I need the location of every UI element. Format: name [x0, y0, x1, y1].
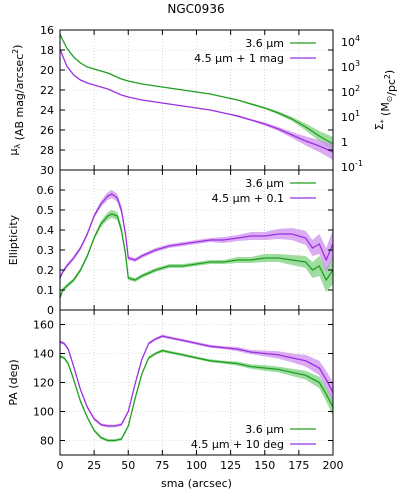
- panel-position-angle: 80 100 120 140 160 0 25 50 75 100 125 150 175 200 PA (…: [7, 309, 344, 490]
- y-tick-label: 26: [40, 124, 54, 137]
- legend: 3.6 μm 4.5 μm + 10 deg: [191, 423, 316, 451]
- y-axis: 80 100 120 140 160: [33, 319, 333, 448]
- legend-label: 3.6 μm: [245, 177, 284, 190]
- y-tick-label: 0.4: [37, 224, 55, 237]
- y-tick-label: 140: [33, 348, 54, 361]
- right-tick-label: 103: [341, 59, 360, 74]
- legend-label: 4.5 μm + 0.1: [212, 192, 284, 205]
- gridlines: [60, 30, 333, 170]
- y-tick-label: 80: [40, 435, 54, 448]
- y-tick-label: 0.6: [37, 184, 55, 197]
- series-line: [59, 349, 334, 442]
- right-tick-label: 10-1: [341, 159, 363, 174]
- series-1: [59, 334, 334, 428]
- chart-title: NGC0936: [167, 2, 224, 16]
- series-line: [59, 193, 334, 279]
- y-axis-label: μλ (AB mag/arcsec2): [7, 45, 26, 156]
- series-line: [59, 33, 334, 145]
- y-tick-label: 20: [40, 64, 54, 77]
- y-tick-label: 0.5: [37, 204, 55, 217]
- x-tick-label: 0: [57, 459, 64, 472]
- x-tick-label: 50: [121, 459, 135, 472]
- series-0: [59, 33, 334, 151]
- series-line: [59, 48, 334, 153]
- y-tick-label: 0.2: [37, 264, 55, 277]
- x-tick-label: 200: [323, 459, 344, 472]
- gridlines: [60, 310, 333, 455]
- series-1: [59, 48, 334, 160]
- y-axis-label: PA (deg): [7, 359, 20, 405]
- series-1: [59, 190, 334, 280]
- x-tick-label: 75: [155, 459, 169, 472]
- y-tick-label: 0.3: [37, 244, 55, 257]
- right-tick-label: 104: [341, 34, 360, 49]
- right-axis-label: Σ* (M⊙/pc2): [373, 70, 398, 130]
- series-band: [60, 49, 333, 160]
- legend-label: 3.6 μm: [245, 37, 284, 50]
- right-tick-label: 102: [341, 84, 360, 99]
- x-tick-label: 125: [220, 459, 241, 472]
- series-line: [59, 335, 334, 427]
- series-0: [59, 349, 334, 442]
- x-axis-label: sma (arcsec): [161, 477, 232, 490]
- panel-ellipticity: 0 0.1 0.2 0.3 0.4 0.5 0.6 Ellipticity 3.6 μm 4.5 …: [7, 169, 334, 317]
- x-axis: [59, 170, 334, 310]
- y-tick-label: 28: [40, 144, 54, 157]
- right-tick-label: 101: [341, 109, 360, 124]
- y-tick-label: 160: [33, 319, 54, 332]
- x-tick-label: 25: [87, 459, 101, 472]
- y-tick-label: 120: [33, 377, 54, 390]
- y-tick-label: 22: [40, 84, 54, 97]
- y-axis: 16 18 20 22 24 26 28 30: [40, 24, 333, 177]
- y-axis: 0 0.1 0.2 0.3 0.4 0.5 0.6: [37, 184, 333, 317]
- right-axis: 104 103 102 101 1 10-1: [341, 34, 363, 174]
- series-0: [59, 210, 334, 300]
- right-tick-label: 1: [341, 136, 348, 149]
- y-tick-label: 16: [40, 24, 54, 37]
- y-tick-label: 0.1: [37, 284, 55, 297]
- legend: 3.6 μm 4.5 μm + 0.1: [212, 177, 316, 205]
- series-line: [59, 213, 334, 299]
- y-tick-label: 18: [40, 44, 54, 57]
- legend: 3.6 μm 4.5 μm + 1 mag: [194, 37, 316, 65]
- series-band: [60, 334, 333, 428]
- legend-label: 3.6 μm: [245, 423, 284, 436]
- x-tick-label: 150: [254, 459, 275, 472]
- y-tick-label: 30: [40, 164, 54, 177]
- y-axis-label: Ellipticity: [7, 214, 20, 265]
- y-tick-label: 100: [33, 406, 54, 419]
- x-tick-label: 100: [186, 459, 207, 472]
- x-axis: [59, 30, 334, 170]
- legend-label: 4.5 μm + 1 mag: [194, 52, 284, 65]
- y-tick-label: 24: [40, 104, 54, 117]
- x-tick-label: 175: [288, 459, 309, 472]
- x-axis: 0 25 50 75 100 125 150 175 200: [57, 310, 344, 472]
- y-tick-label: 0: [47, 304, 54, 317]
- legend-label: 4.5 μm + 10 deg: [191, 438, 284, 451]
